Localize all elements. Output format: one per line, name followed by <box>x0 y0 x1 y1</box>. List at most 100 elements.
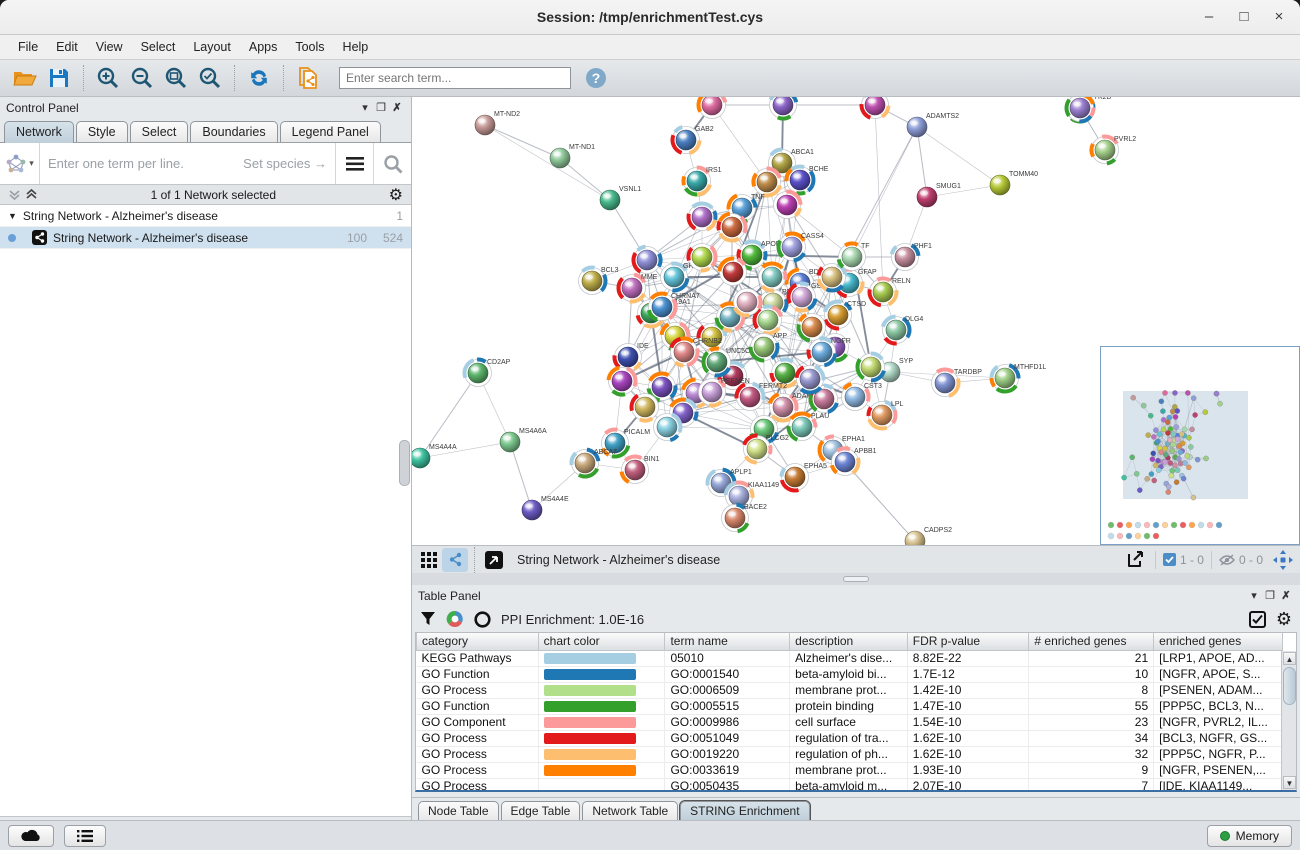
protein-node-pvrl2[interactable]: PVRL2 <box>1089 134 1137 166</box>
genes-cell[interactable]: [NGFR, APOE, S... <box>1153 666 1283 683</box>
protein-node-bace2[interactable]: BACE2 <box>721 502 768 534</box>
protein-node-lrp1[interactable] <box>716 211 748 243</box>
protein-node-ide[interactable]: IDE <box>612 343 650 371</box>
close-button[interactable]: × <box>1274 8 1284 25</box>
panel-menu-icon[interactable]: ▾ <box>1251 590 1257 602</box>
panel-divider-grip[interactable] <box>399 440 410 486</box>
detach-view-button[interactable] <box>481 548 507 572</box>
protein-node-irs1[interactable]: IRS1 <box>681 165 722 197</box>
color-cell[interactable] <box>538 746 666 763</box>
filter-icon[interactable] <box>420 611 436 627</box>
chart-colors-icon[interactable] <box>446 610 464 628</box>
protein-node-plau[interactable]: PLAU <box>786 411 830 442</box>
term-cell[interactable]: GO:0019220 <box>664 746 791 763</box>
string-protein-query-selector[interactable]: ▾ <box>0 143 40 184</box>
protein-node-syp[interactable]: SYP <box>879 358 913 383</box>
genes-cell[interactable]: [PPP5C, NGFR, P... <box>1153 746 1283 763</box>
term-cell[interactable]: GO:0009986 <box>664 714 791 731</box>
protein-node-ms4a6a[interactable]: MS4A6A <box>499 428 547 453</box>
memory-button[interactable]: Memory <box>1206 824 1292 847</box>
protein-node-ms4a4e[interactable]: MS4A4E <box>521 496 569 521</box>
protein-node-mthfd1l[interactable]: MTHFD1L <box>989 363 1047 394</box>
description-cell[interactable]: cell surface <box>789 714 908 731</box>
zoom-out-button[interactable] <box>125 63 159 93</box>
protein-node-pld3[interactable] <box>733 288 763 318</box>
close-panel-icon[interactable]: ✗ <box>392 102 402 114</box>
fdr-cell[interactable]: 1.47E-10 <box>907 698 1030 715</box>
genes-cell[interactable]: [IDE, KIAA1149... <box>1153 778 1283 790</box>
protein-node-cass4[interactable]: CASS4 <box>776 231 825 263</box>
protein-node-smug1[interactable]: SMUG1 <box>916 183 961 208</box>
protein-node-casp7[interactable] <box>794 364 826 395</box>
protein-node-inpp5d[interactable]: INPP5D <box>768 97 818 121</box>
fdr-cell[interactable]: 2.07E-10 <box>907 778 1030 790</box>
color-cell[interactable] <box>538 666 666 683</box>
tab-style[interactable]: Style <box>75 121 128 142</box>
zoom-in-button[interactable] <box>91 63 125 93</box>
string-options-button[interactable] <box>335 143 373 184</box>
protein-node-clu[interactable] <box>631 244 663 274</box>
category-cell[interactable]: GO Process <box>416 762 539 779</box>
category-cell[interactable]: GO Function <box>416 698 539 715</box>
protein-node-casp3[interactable] <box>796 313 826 343</box>
protein-node-cst3[interactable]: CST3 <box>841 382 883 411</box>
color-cell[interactable] <box>538 698 666 715</box>
table-row[interactable]: KEGG Pathways 05010 Alzheimer's dise... 8.8… <box>416 650 1283 667</box>
count-cell[interactable]: 8 <box>1028 682 1155 699</box>
collapse-all-icon[interactable] <box>8 188 21 201</box>
string-search-button[interactable] <box>373 143 411 184</box>
protein-node-mapt[interactable] <box>717 256 747 286</box>
save-session-button[interactable] <box>42 63 76 93</box>
gear-icon[interactable]: ⚙ <box>388 186 403 204</box>
term-cell[interactable]: GO:0050435 <box>664 778 791 790</box>
table-row[interactable]: GO Component GO:0009986 cell surface 1.54E-… <box>416 714 1283 731</box>
maximize-button[interactable]: □ <box>1239 8 1249 25</box>
table-row[interactable]: GO Process GO:0033619 membrane prot... 1.93… <box>416 762 1283 779</box>
menu-file[interactable]: File <box>18 40 39 54</box>
network-canvas[interactable]: MT-ND2 MT-ND1 VSNL1 CD2AP MS4A4A MS4A6A MS4A4E… <box>412 97 1300 545</box>
color-cell[interactable] <box>538 778 666 790</box>
menu-select[interactable]: Select <box>140 40 176 54</box>
color-cell[interactable] <box>538 762 666 779</box>
column-header-fdr-p-value[interactable]: FDR p-value <box>906 633 1030 651</box>
genes-cell[interactable]: [NGFR, PVRL2, IL... <box>1153 714 1283 731</box>
category-cell[interactable]: GO Process <box>416 682 539 699</box>
protein-node-mt-nd1[interactable]: MT-ND1 <box>549 144 595 169</box>
description-cell[interactable]: protein binding <box>789 698 908 715</box>
tab-network[interactable]: Network <box>4 121 74 143</box>
minimize-button[interactable]: – <box>1204 8 1214 25</box>
fdr-cell[interactable]: 1.54E-10 <box>907 714 1030 731</box>
refresh-button[interactable] <box>242 63 276 93</box>
category-cell[interactable]: GO Process <box>416 730 539 747</box>
scroll-up-arrow[interactable]: ▲ <box>1283 652 1296 665</box>
protein-node-epha1[interactable]: EPHA1 <box>817 434 866 466</box>
export-network-button[interactable] <box>1123 548 1149 572</box>
protein-node-apbb1[interactable]: APBB1 <box>829 446 877 476</box>
task-list-button[interactable] <box>64 824 106 847</box>
tree-expand-icon[interactable]: ▼ <box>8 210 17 221</box>
protein-node-app[interactable]: APP <box>748 333 788 363</box>
menu-apps[interactable]: Apps <box>248 40 278 54</box>
protein-node-mme[interactable]: MME <box>616 272 658 304</box>
description-cell[interactable]: beta-amyloid bi... <box>789 666 908 683</box>
category-cell[interactable]: GO Component <box>416 714 539 731</box>
protein-node-snap25[interactable] <box>686 243 718 273</box>
zoom-fit-button[interactable] <box>159 63 193 93</box>
term-cell[interactable]: GO:0005515 <box>664 698 791 715</box>
fdr-cell[interactable]: 1.42E-10 <box>907 682 1030 699</box>
tab-legend-panel[interactable]: Legend Panel <box>279 121 381 142</box>
protein-node-psen1[interactable] <box>752 304 783 336</box>
string-view-button[interactable] <box>442 547 468 572</box>
count-cell[interactable]: 10 <box>1028 666 1155 683</box>
tab-node-table[interactable]: Node Table <box>418 801 499 820</box>
protein-node-reln[interactable]: RELN <box>867 276 911 308</box>
network-from-file-button[interactable] <box>291 63 325 93</box>
scrollbar-thumb[interactable] <box>1283 667 1296 705</box>
count-cell[interactable]: 32 <box>1028 746 1155 763</box>
term-cell[interactable]: GO:0051049 <box>664 730 791 747</box>
float-panel-icon[interactable]: ❐ <box>376 102 386 114</box>
fdr-cell[interactable]: 1.62E-10 <box>907 746 1030 763</box>
count-cell[interactable]: 55 <box>1028 698 1155 715</box>
color-cell[interactable] <box>538 714 666 731</box>
description-cell[interactable]: beta-amyloid m... <box>789 778 908 790</box>
